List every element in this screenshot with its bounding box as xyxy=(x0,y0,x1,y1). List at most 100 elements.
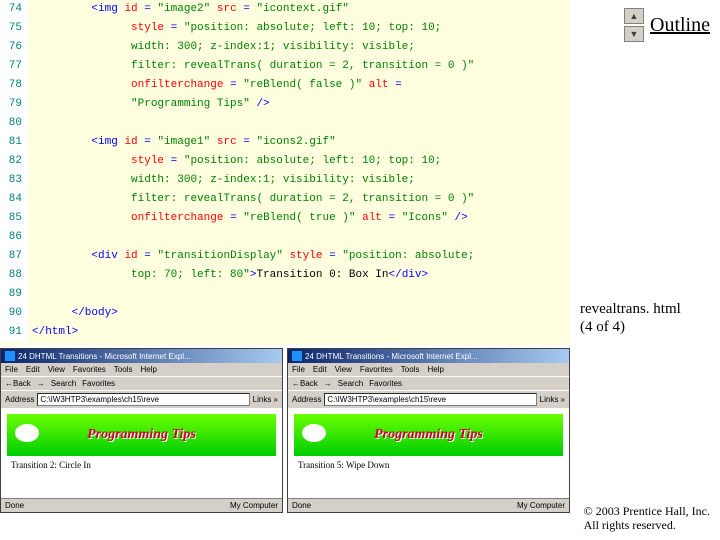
menu-item[interactable]: Favorites xyxy=(73,365,106,374)
line-number: 86 xyxy=(0,228,28,247)
menu-item[interactable]: View xyxy=(335,365,352,374)
links-label[interactable]: Links » xyxy=(253,395,278,404)
banner: Programming Tips xyxy=(294,414,563,456)
code-line: 86 xyxy=(0,228,570,247)
statusbar: Done My Computer xyxy=(288,498,569,512)
code-content: width: 300; z-index:1; visibility: visib… xyxy=(28,171,415,190)
line-number: 78 xyxy=(0,76,28,95)
banner-text: Programming Tips xyxy=(374,427,483,443)
menu-item[interactable]: Help xyxy=(140,365,156,374)
toolbar: ←Back → Search Favorites xyxy=(1,376,282,390)
menu-item[interactable]: Help xyxy=(427,365,443,374)
copyright-line1: © 2003 Prentice Hall, Inc. xyxy=(584,504,710,518)
code-content: <img id = "image2" src = "icontext.gif" xyxy=(28,0,349,19)
status-zone: My Computer xyxy=(230,501,278,510)
code-content: <img id = "image1" src = "icons2.gif" xyxy=(28,133,336,152)
line-number: 90 xyxy=(0,304,28,323)
code-line: 82 style = "position: absolute; left: 10… xyxy=(0,152,570,171)
line-number: 81 xyxy=(0,133,28,152)
address-label: Address xyxy=(292,395,321,404)
ie-icon xyxy=(292,351,302,361)
line-number: 85 xyxy=(0,209,28,228)
addressbar: Address C:\IW3HTP3\examples\ch15\reve Li… xyxy=(288,390,569,408)
banner-text: Programming Tips xyxy=(87,427,196,443)
code-line: 87 <div id = "transitionDisplay" style =… xyxy=(0,247,570,266)
code-line: 80 xyxy=(0,114,570,133)
banner: Programming Tips xyxy=(7,414,276,456)
copyright: © 2003 Prentice Hall, Inc. All rights re… xyxy=(584,504,710,532)
line-number: 89 xyxy=(0,285,28,304)
code-line: 90 </body> xyxy=(0,304,570,323)
code-line: 77 filter: revealTrans( duration = 2, tr… xyxy=(0,57,570,76)
line-number: 77 xyxy=(0,57,28,76)
toolbar-button[interactable]: Search xyxy=(338,379,363,388)
code-line: 88 top: 70; left: 80">Transition 0: Box … xyxy=(0,266,570,285)
caption-page: (4 of 4) xyxy=(580,318,710,336)
line-number: 74 xyxy=(0,0,28,19)
menubar: File Edit View Favorites Tools Help xyxy=(1,363,282,376)
address-label: Address xyxy=(5,395,34,404)
ie-icon xyxy=(5,351,15,361)
eyes-icon xyxy=(302,424,326,442)
browser-content: Programming Tips Transition 2: Circle In xyxy=(1,408,282,498)
code-line: 81 <img id = "image1" src = "icons2.gif" xyxy=(0,133,570,152)
copyright-line2: All rights reserved. xyxy=(584,518,710,532)
address-input[interactable]: C:\IW3HTP3\examples\ch15\reve xyxy=(324,393,536,406)
code-line: 91</html> xyxy=(0,323,570,342)
browser-content: Programming Tips Transition 5: Wipe Down xyxy=(288,408,569,498)
status-zone: My Computer xyxy=(517,501,565,510)
menu-item[interactable]: View xyxy=(48,365,65,374)
menu-item[interactable]: Tools xyxy=(401,365,420,374)
menu-item[interactable]: Tools xyxy=(114,365,133,374)
toolbar-button[interactable]: → xyxy=(37,379,45,388)
toolbar-button[interactable]: → xyxy=(324,379,332,388)
code-line: 84 filter: revealTrans( duration = 2, tr… xyxy=(0,190,570,209)
window-title: 24 DHTML Transitions - Microsoft Interne… xyxy=(18,352,191,361)
toolbar-button[interactable]: ←Back xyxy=(5,379,31,388)
address-input[interactable]: C:\IW3HTP3\examples\ch15\reve xyxy=(37,393,249,406)
status-done: Done xyxy=(292,501,311,510)
transition-label: Transition 5: Wipe Down xyxy=(298,460,389,470)
code-content: onfilterchange = "reBlend( false )" alt … xyxy=(28,76,402,95)
menu-item[interactable]: Favorites xyxy=(360,365,393,374)
outline-nav: ▲ ▼ Outline xyxy=(624,8,710,42)
statusbar: Done My Computer xyxy=(1,498,282,512)
links-label[interactable]: Links » xyxy=(540,395,565,404)
browser-window-right: 24 DHTML Transitions - Microsoft Interne… xyxy=(287,348,570,513)
toolbar-button[interactable]: ←Back xyxy=(292,379,318,388)
outline-down-button[interactable]: ▼ xyxy=(624,26,644,42)
toolbar-button[interactable]: Favorites xyxy=(82,379,115,388)
line-number: 82 xyxy=(0,152,28,171)
line-number: 87 xyxy=(0,247,28,266)
line-number: 84 xyxy=(0,190,28,209)
code-content: onfilterchange = "reBlend( true )" alt =… xyxy=(28,209,468,228)
browser-screenshots: 24 DHTML Transitions - Microsoft Interne… xyxy=(0,348,570,513)
code-block: 74 <img id = "image2" src = "icontext.gi… xyxy=(0,0,570,345)
code-line: 83 width: 300; z-index:1; visibility: vi… xyxy=(0,171,570,190)
menubar: File Edit View Favorites Tools Help xyxy=(288,363,569,376)
menu-item[interactable]: File xyxy=(292,365,305,374)
line-number: 80 xyxy=(0,114,28,133)
menu-item[interactable]: File xyxy=(5,365,18,374)
outline-label[interactable]: Outline xyxy=(650,14,710,37)
toolbar: ←Back → Search Favorites xyxy=(288,376,569,390)
code-line: 79 "Programming Tips" /> xyxy=(0,95,570,114)
addressbar: Address C:\IW3HTP3\examples\ch15\reve Li… xyxy=(1,390,282,408)
toolbar-button[interactable]: Favorites xyxy=(369,379,402,388)
code-content xyxy=(28,114,32,133)
code-line: 74 <img id = "image2" src = "icontext.gi… xyxy=(0,0,570,19)
status-done: Done xyxy=(5,501,24,510)
outline-up-button[interactable]: ▲ xyxy=(624,8,644,24)
code-line: 85 onfilterchange = "reBlend( true )" al… xyxy=(0,209,570,228)
menu-item[interactable]: Edit xyxy=(26,365,40,374)
titlebar: 24 DHTML Transitions - Microsoft Interne… xyxy=(288,349,569,363)
line-number: 76 xyxy=(0,38,28,57)
titlebar: 24 DHTML Transitions - Microsoft Interne… xyxy=(1,349,282,363)
code-content: style = "position: absolute; left: 10; t… xyxy=(28,152,441,171)
code-line: 78 onfilterchange = "reBlend( false )" a… xyxy=(0,76,570,95)
menu-item[interactable]: Edit xyxy=(313,365,327,374)
line-number: 79 xyxy=(0,95,28,114)
code-content: </html> xyxy=(28,323,78,342)
toolbar-button[interactable]: Search xyxy=(51,379,76,388)
code-content: filter: revealTrans( duration = 2, trans… xyxy=(28,57,474,76)
